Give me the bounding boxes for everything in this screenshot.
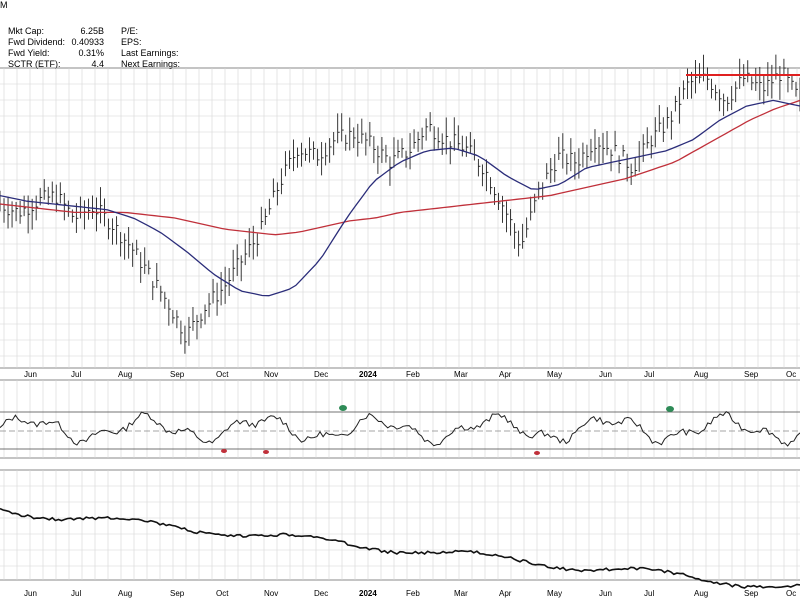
fund-value: 0.31% (78, 48, 104, 58)
x-tick-label: Feb (406, 370, 420, 379)
x-tick-label: Mar (454, 589, 468, 598)
x-tick-label: Sep (170, 370, 185, 379)
x-tick-label: Mar (454, 370, 468, 379)
rsi-line (0, 411, 800, 447)
fund-label: Next Earnings: (121, 59, 181, 69)
fund-value: 6.25B (80, 26, 104, 36)
x-tick-label: Sep (744, 370, 759, 379)
x-tick-label: Sep (170, 589, 185, 598)
fund-row: SCTR (ETF): 4.4 (8, 59, 104, 70)
relative-strength-line (0, 507, 800, 589)
fund-label: Last Earnings: (121, 48, 179, 58)
rsi-overbought-fill (339, 405, 347, 411)
x-tick-label: Apr (499, 370, 512, 379)
x-tick-label: Aug (694, 370, 708, 379)
x-tick-label: Oc (786, 589, 796, 598)
x-tick-label: Jun (24, 370, 37, 379)
x-tick-label: 2024 (359, 370, 377, 379)
x-tick-label: Jul (644, 589, 654, 598)
x-tick-label: Feb (406, 589, 420, 598)
x-tick-label: Oct (216, 370, 229, 379)
rsi-oversold-fill (221, 449, 227, 453)
fund-value: 4.4 (91, 59, 104, 69)
header-mark: M (0, 0, 8, 10)
fund-label: SCTR (ETF): (8, 59, 61, 69)
x-tick-label: Aug (118, 370, 132, 379)
fund-label: Fwd Dividend: (8, 37, 66, 47)
x-tick-label: Jun (599, 370, 612, 379)
x-tick-label: Jun (24, 589, 37, 598)
fundamentals-left: Mkt Cap: 6.25B Fwd Dividend: 0.40933 Fwd Y… (8, 26, 104, 70)
fund-label: EPS: (121, 37, 142, 47)
ma-short-line (0, 99, 800, 297)
x-tick-label: Apr (499, 589, 512, 598)
fundamentals-right: P/E: EPS: Last Earnings: Next Earnings: (121, 26, 180, 70)
fund-value: 0.40933 (71, 37, 104, 47)
x-tick-label: Nov (264, 589, 278, 598)
x-tick-label: Jun (599, 589, 612, 598)
rsi-oversold-fill (534, 451, 540, 455)
x-tick-label: Jul (71, 589, 81, 598)
x-tick-label: May (547, 370, 562, 379)
rsi-overbought-fill (666, 406, 674, 412)
x-tick-label: Sep (744, 589, 759, 598)
x-tick-label: 2024 (359, 589, 377, 598)
x-tick-label: Nov (264, 370, 278, 379)
x-tick-label: Oc (786, 370, 796, 379)
ma-long-line (0, 99, 800, 236)
x-tick-label: Dec (314, 370, 328, 379)
x-tick-label: Aug (118, 589, 132, 598)
x-tick-label: Aug (694, 589, 708, 598)
x-tick-label: Dec (314, 589, 328, 598)
fund-label: Mkt Cap: (8, 26, 45, 36)
rsi-oversold-fill (263, 450, 269, 454)
fund-row: Fwd Yield: 0.31% (8, 48, 104, 59)
fund-row: Mkt Cap: 6.25B (8, 26, 104, 37)
x-tick-label: Jul (644, 370, 654, 379)
x-tick-label: May (547, 589, 562, 598)
fund-label: Fwd Yield: (8, 48, 50, 58)
x-tick-label: Oct (216, 589, 229, 598)
x-tick-label: Jul (71, 370, 81, 379)
fund-label: P/E: (121, 26, 139, 36)
fund-row: Fwd Dividend: 0.40933 (8, 37, 104, 48)
